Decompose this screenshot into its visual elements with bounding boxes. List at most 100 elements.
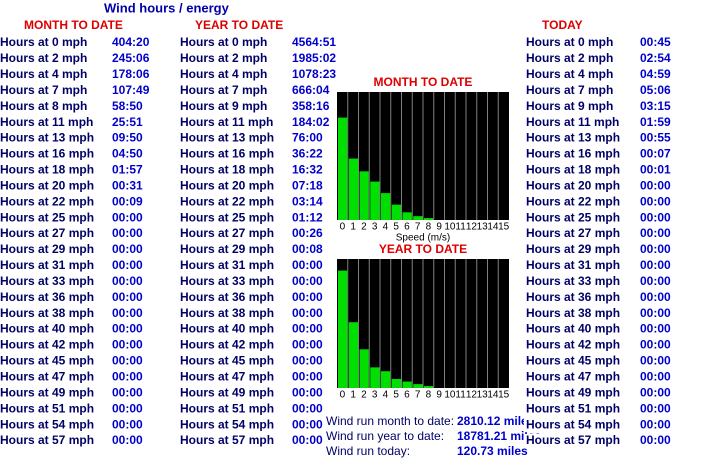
row-value: 00:00 — [112, 210, 143, 224]
wind-run-value: 2810.12 miles — [457, 414, 535, 428]
row-label: Hours at 54 mph — [526, 417, 620, 431]
wind-run-value: 18781.21 miles — [457, 429, 541, 443]
row-label: Hours at 42 mph — [526, 338, 620, 352]
row-value: 00:00 — [640, 178, 671, 192]
row-label: Hours at 13 mph — [526, 131, 620, 145]
row-value: 00:00 — [112, 290, 143, 304]
bar — [370, 181, 380, 220]
row-background — [524, 290, 624, 305]
row-label: Hours at 31 mph — [526, 258, 620, 272]
row-background — [524, 147, 624, 162]
row-value: 00:00 — [640, 354, 671, 368]
row-label: Hours at 38 mph — [0, 306, 94, 320]
row-label: Hours at 16 mph — [180, 147, 274, 161]
bar — [338, 117, 348, 220]
row-label: Hours at 0 mph — [0, 35, 87, 49]
row-background — [524, 195, 624, 210]
row-value: 00:00 — [292, 354, 323, 368]
bar — [413, 384, 423, 388]
row-value: 00:00 — [640, 385, 671, 399]
row-label: Hours at 11 mph — [0, 115, 93, 129]
x-tick-label: 12 — [466, 390, 478, 401]
row-label: Hours at 7 mph — [526, 83, 613, 97]
row-label: Hours at 38 mph — [526, 306, 620, 320]
row-value: 00:00 — [112, 385, 143, 399]
row-value: 00:00 — [292, 290, 323, 304]
row-label: Hours at 22 mph — [526, 194, 620, 208]
row-value: 02:54 — [640, 51, 671, 65]
row-value: 00:00 — [292, 417, 323, 431]
row-label: Hours at 40 mph — [0, 322, 94, 336]
row-background — [524, 36, 624, 50]
row-value: 00:00 — [112, 417, 143, 431]
row-value: 00:00 — [292, 306, 323, 320]
row-value: 04:50 — [112, 147, 143, 161]
column-header: YEAR TO DATE — [195, 18, 283, 32]
bar — [348, 322, 358, 388]
row-background — [524, 83, 624, 98]
row-label: Hours at 57 mph — [0, 433, 94, 447]
row-label: Hours at 49 mph — [526, 385, 620, 399]
row-label: Hours at 57 mph — [180, 433, 274, 447]
row-background — [524, 322, 624, 337]
x-tick-label: 9 — [436, 222, 442, 233]
x-tick-label: 0 — [340, 390, 346, 401]
x-tick-label: 0 — [340, 222, 346, 233]
bar — [424, 386, 434, 388]
row-value: 03:15 — [640, 99, 671, 113]
row-value: 666:04 — [292, 83, 330, 97]
row-value: 1078:23 — [292, 67, 336, 81]
row-value: 00:09 — [112, 194, 143, 208]
row-label: Hours at 0 mph — [180, 35, 267, 49]
x-tick-label: 11 — [455, 222, 466, 233]
row-label: Hours at 27 mph — [180, 226, 274, 240]
row-label: Hours at 9 mph — [180, 99, 267, 113]
row-background — [524, 179, 624, 194]
row-background — [524, 242, 624, 257]
row-label: Hours at 7 mph — [0, 83, 87, 97]
x-tick-label: 7 — [415, 222, 421, 233]
row-label: Hours at 4 mph — [0, 67, 87, 81]
row-label: Hours at 45 mph — [0, 354, 94, 368]
row-label: Hours at 31 mph — [0, 258, 94, 272]
row-value: 178:06 — [112, 67, 150, 81]
chart-title: MONTH TO DATE — [374, 75, 473, 89]
row-label: Hours at 45 mph — [526, 354, 620, 368]
bar — [370, 367, 380, 388]
row-label: Hours at 25 mph — [0, 210, 94, 224]
row-background — [524, 258, 624, 273]
row-value: 00:00 — [112, 338, 143, 352]
row-value: 00:00 — [112, 274, 143, 288]
x-tick-label: 14 — [487, 390, 499, 401]
row-label: Hours at 33 mph — [0, 274, 94, 288]
row-value: 00:00 — [640, 290, 671, 304]
row-label: Hours at 47 mph — [180, 369, 274, 383]
row-label: Hours at 40 mph — [180, 322, 274, 336]
row-label: Hours at 4 mph — [180, 67, 267, 81]
row-label: Hours at 40 mph — [526, 322, 620, 336]
row-background — [524, 67, 624, 82]
row-value: 00:00 — [112, 433, 143, 447]
row-value: 00:00 — [640, 258, 671, 272]
row-value: 404:20 — [112, 35, 150, 49]
row-value: 00:00 — [640, 226, 671, 240]
row-value: 245:06 — [112, 51, 150, 65]
bar — [348, 158, 358, 220]
x-tick-label: 6 — [404, 390, 410, 401]
row-value: 25:51 — [112, 115, 143, 129]
row-value: 00:31 — [112, 178, 143, 192]
x-tick-label: 1 — [350, 390, 356, 401]
row-label: Hours at 42 mph — [180, 338, 274, 352]
row-value: 03:14 — [292, 194, 323, 208]
row-label: Hours at 2 mph — [180, 51, 267, 65]
x-tick-label: 10 — [444, 222, 456, 233]
row-label: Hours at 36 mph — [526, 290, 620, 304]
row-label: Hours at 25 mph — [526, 210, 620, 224]
column-header: TODAY — [542, 18, 583, 32]
row-value: 05:06 — [640, 83, 671, 97]
row-label: Hours at 20 mph — [0, 178, 94, 192]
bar — [381, 193, 391, 220]
row-label: Hours at 22 mph — [0, 194, 94, 208]
bar — [413, 216, 423, 220]
